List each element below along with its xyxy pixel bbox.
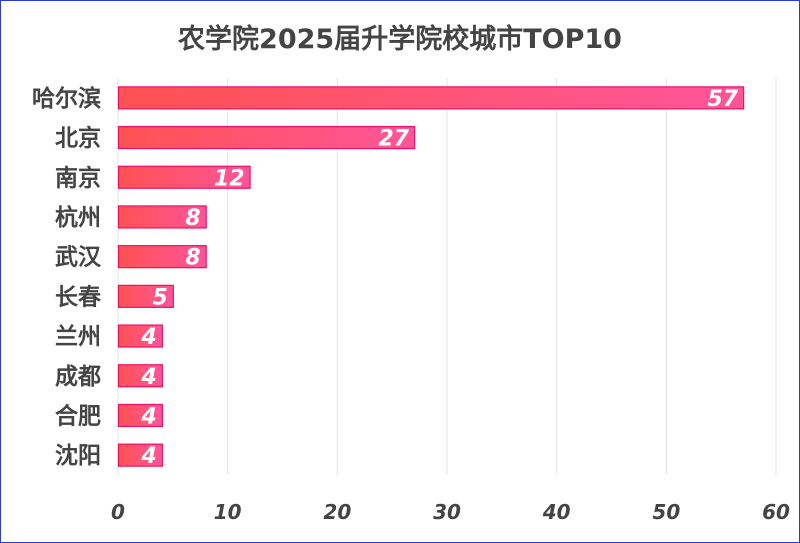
data-label: 12 [214,166,245,191]
data-label: 8 [185,246,200,271]
bar [117,324,163,348]
bar [117,86,745,110]
data-label: 4 [141,325,157,350]
bar [117,125,416,150]
data-label: 57 [707,87,738,112]
x-tick-label: 50 [652,500,680,524]
bar [117,205,207,229]
bar [117,165,251,189]
x-tick-label: 20 [323,500,351,524]
data-label: 4 [141,444,157,469]
data-label: 8 [185,206,200,231]
category-label: 长春 [55,284,102,310]
category-label: 南京 [55,164,101,191]
data-label: 5 [153,285,168,310]
data-label: 4 [141,404,157,429]
category-label: 武汉 [55,245,102,271]
x-tick-label: 0 [111,500,125,524]
x-tick-label: 60 [762,500,790,524]
category-label: 兰州 [55,323,101,350]
x-tick-label: 40 [542,500,571,524]
category-label: 合肥 [55,402,101,429]
category-label: 沈阳 [55,443,101,469]
data-label: 27 [378,127,409,152]
bar [117,245,207,269]
category-label: 成都 [55,364,101,390]
bar [117,403,163,428]
data-label: 4 [141,365,157,390]
bar [117,284,174,308]
x-tick-label: 30 [433,500,461,524]
chart-title: 农学院2025届升学院校城市TOP10 [178,24,622,55]
category-label: 北京 [55,125,101,152]
bar [117,443,163,467]
category-label: 杭州 [55,204,101,231]
x-tick-label: 10 [214,500,242,524]
category-label: 哈尔滨 [32,85,101,112]
bar [117,364,163,388]
